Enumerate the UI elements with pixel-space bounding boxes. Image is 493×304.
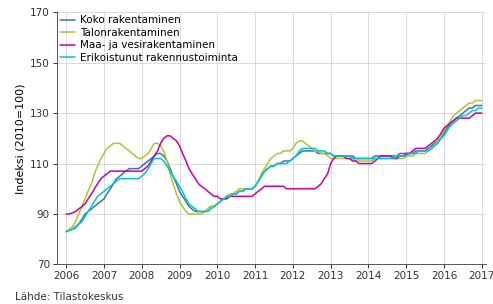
Talonrakentaminen (479, 99, 485, 102)
Erikoistunut rakennustoiminta (63, 230, 69, 233)
Koko rakentaminen (463, 109, 469, 112)
Koko rakentaminen (92, 205, 98, 208)
Maa- ja vesirakentaminen (337, 154, 343, 158)
Line: Erikoistunut rakennustoiminta: Erikoistunut rakennustoiminta (66, 108, 482, 232)
Maa- ja vesirakentaminen (350, 159, 355, 163)
Maa- ja vesirakentaminen (479, 111, 485, 115)
Erikoistunut rakennustoiminta (325, 152, 331, 155)
Erikoistunut rakennustoiminta (479, 106, 485, 110)
Erikoistunut rakennustoiminta (337, 154, 343, 158)
Talonrakentaminen (325, 154, 331, 158)
Koko rakentaminen (337, 154, 343, 158)
Maa- ja vesirakentaminen (63, 212, 69, 216)
Y-axis label: Indeksi (2010=100): Indeksi (2010=100) (16, 83, 26, 194)
Maa- ja vesirakentaminen (472, 111, 478, 115)
Koko rakentaminen (479, 104, 485, 107)
Maa- ja vesirakentaminen (463, 116, 469, 120)
Koko rakentaminen (350, 154, 355, 158)
Line: Koko rakentaminen: Koko rakentaminen (66, 105, 482, 232)
Talonrakentaminen (472, 99, 478, 102)
Koko rakentaminen (454, 116, 459, 120)
Talonrakentaminen (463, 104, 469, 107)
Koko rakentaminen (63, 230, 69, 233)
Erikoistunut rakennustoiminta (463, 114, 469, 117)
Talonrakentaminen (454, 111, 459, 115)
Line: Maa- ja vesirakentaminen: Maa- ja vesirakentaminen (66, 113, 482, 214)
Line: Talonrakentaminen: Talonrakentaminen (66, 101, 482, 232)
Talonrakentaminen (63, 230, 69, 233)
Maa- ja vesirakentaminen (92, 187, 98, 191)
Maa- ja vesirakentaminen (454, 116, 459, 120)
Erikoistunut rakennustoiminta (454, 119, 459, 123)
Legend: Koko rakentaminen, Talonrakentaminen, Maa- ja vesirakentaminen, Erikoistunut rak: Koko rakentaminen, Talonrakentaminen, Ma… (60, 15, 238, 63)
Erikoistunut rakennustoiminta (92, 200, 98, 203)
Maa- ja vesirakentaminen (325, 172, 331, 175)
Talonrakentaminen (337, 157, 343, 160)
Koko rakentaminen (472, 104, 478, 107)
Talonrakentaminen (92, 172, 98, 175)
Erikoistunut rakennustoiminta (350, 157, 355, 160)
Koko rakentaminen (325, 152, 331, 155)
Talonrakentaminen (350, 157, 355, 160)
Text: Lähde: Tilastokeskus: Lähde: Tilastokeskus (15, 292, 123, 302)
Erikoistunut rakennustoiminta (476, 106, 482, 110)
